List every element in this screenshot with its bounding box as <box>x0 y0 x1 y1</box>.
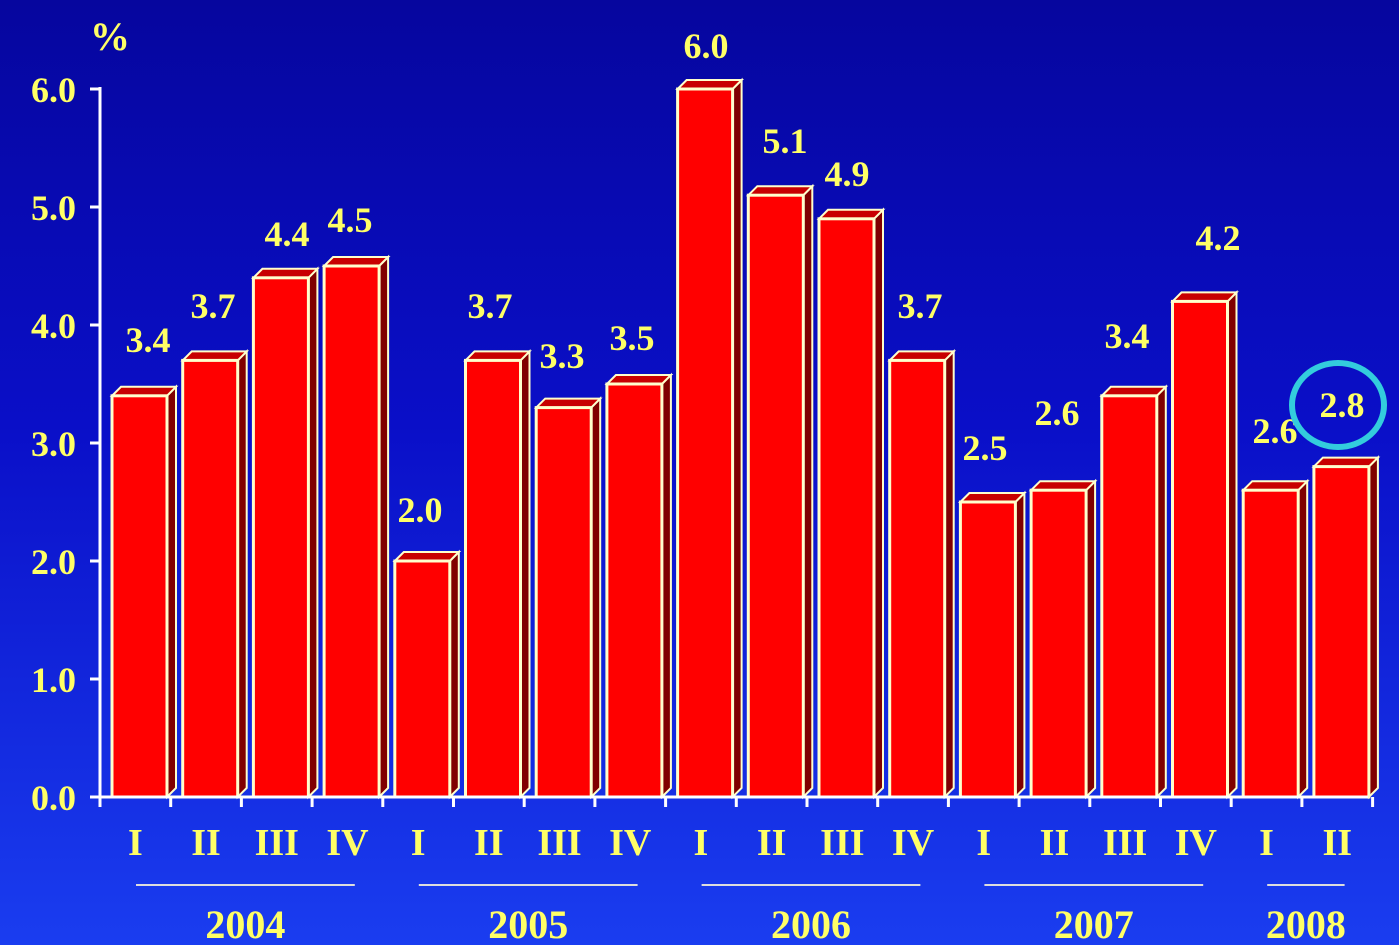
y-tick-label: 2.0 <box>31 542 76 582</box>
data-label: 2.8 <box>1320 385 1365 425</box>
x-category-label: II <box>1322 822 1352 864</box>
bar-front <box>534 406 593 799</box>
data-label: 3.7 <box>468 286 513 326</box>
bar <box>321 254 391 800</box>
bar-front <box>393 559 452 799</box>
data-label: 2.6 <box>1253 411 1298 451</box>
x-group-labels: 2004 2005 2006 2007 2008 <box>136 884 1346 945</box>
data-label: 4.9 <box>825 154 870 194</box>
bar <box>1240 478 1310 800</box>
x-category-label: I <box>976 822 991 864</box>
bar-front <box>464 358 522 799</box>
y-tick-label: 0.0 <box>31 778 76 818</box>
bar-front <box>1312 465 1371 799</box>
x-category-label: I <box>694 822 709 864</box>
data-label: 3.3 <box>540 336 585 376</box>
bar-front <box>110 394 169 799</box>
x-category-label: IV <box>326 822 369 864</box>
x-category-label: II <box>757 822 787 864</box>
x-category-label: III <box>537 822 581 864</box>
bar-front <box>1241 488 1300 799</box>
data-label: 3.4 <box>126 320 171 360</box>
x-category-label: III <box>1103 822 1147 864</box>
x-category-label: I <box>128 822 143 864</box>
bar-front <box>817 217 876 799</box>
x-category-labels: I II III IV I II III IV I II III IV I II III IV I II <box>128 822 1352 864</box>
data-label: 3.5 <box>610 318 655 358</box>
data-label: 3.7 <box>191 286 236 326</box>
y-tick-label: 5.0 <box>31 188 76 228</box>
bar <box>250 266 320 800</box>
bar <box>392 549 462 800</box>
bar <box>1028 478 1098 800</box>
x-group-label: 2005 <box>488 902 568 945</box>
data-label: 2.5 <box>963 428 1008 468</box>
data-label: 5.1 <box>763 121 808 161</box>
bar <box>1170 289 1239 800</box>
data-label: 3.4 <box>1105 316 1150 356</box>
x-category-label: II <box>474 822 504 864</box>
data-label: 4.2 <box>1196 218 1241 258</box>
x-group-label: 2007 <box>1054 902 1134 945</box>
bar <box>745 183 815 800</box>
data-label: 4.5 <box>328 200 373 240</box>
x-category-label: III <box>820 822 864 864</box>
bar <box>816 207 886 800</box>
y-tick-label: 4.0 <box>31 306 76 346</box>
data-label: 2.0 <box>398 490 443 530</box>
x-group-label: 2004 <box>205 902 285 945</box>
bar <box>887 348 957 800</box>
x-category-label: IV <box>892 822 935 864</box>
bar <box>180 348 250 800</box>
bar <box>533 396 603 800</box>
bar-front <box>605 382 664 799</box>
bar-front <box>251 276 310 799</box>
x-category-label: IV <box>1175 822 1218 864</box>
bar-front <box>746 193 805 799</box>
data-label: 3.7 <box>898 286 943 326</box>
x-category-label: II <box>191 822 221 864</box>
data-label: 6.0 <box>684 26 729 66</box>
bar-front <box>1171 299 1229 799</box>
y-tick-label: 3.0 <box>31 424 76 464</box>
x-category-label: I <box>411 822 426 864</box>
bar-front <box>958 500 1017 799</box>
bar-front <box>676 87 735 799</box>
data-label: 2.6 <box>1035 393 1080 433</box>
x-group-label: 2006 <box>771 902 851 945</box>
x-group-label: 2008 <box>1266 902 1346 945</box>
data-labels: 3.4 3.7 4.4 4.5 2.0 3.7 3.3 3.5 6.0 5.1 4.9 3.7 2.5 2… <box>126 26 1365 530</box>
bar-front <box>181 358 240 799</box>
bar <box>957 490 1027 800</box>
bar-front <box>1100 394 1159 799</box>
bar <box>463 348 532 800</box>
axes <box>98 87 1375 807</box>
bar-front <box>1029 488 1088 799</box>
x-category-label: IV <box>609 822 652 864</box>
highlight-ring <box>1289 360 1387 450</box>
bar <box>1311 455 1381 800</box>
bar-front <box>322 264 381 799</box>
y-unit-label: % <box>90 14 130 59</box>
y-tick-label: 6.0 <box>31 70 76 110</box>
bar-front <box>888 358 947 799</box>
bar <box>675 77 745 800</box>
highlight-layer <box>1289 360 1387 450</box>
bar <box>604 372 674 800</box>
x-category-label: III <box>255 822 299 864</box>
y-axis-ticks: 0.0 1.0 2.0 3.0 4.0 5.0 6.0 <box>31 70 100 818</box>
y-tick-label: 1.0 <box>31 660 76 700</box>
x-category-label: I <box>1259 822 1274 864</box>
bar <box>1099 384 1169 800</box>
data-label: 4.4 <box>265 214 310 254</box>
bar <box>109 384 179 800</box>
bars <box>109 77 1381 800</box>
x-category-label: II <box>1040 822 1070 864</box>
